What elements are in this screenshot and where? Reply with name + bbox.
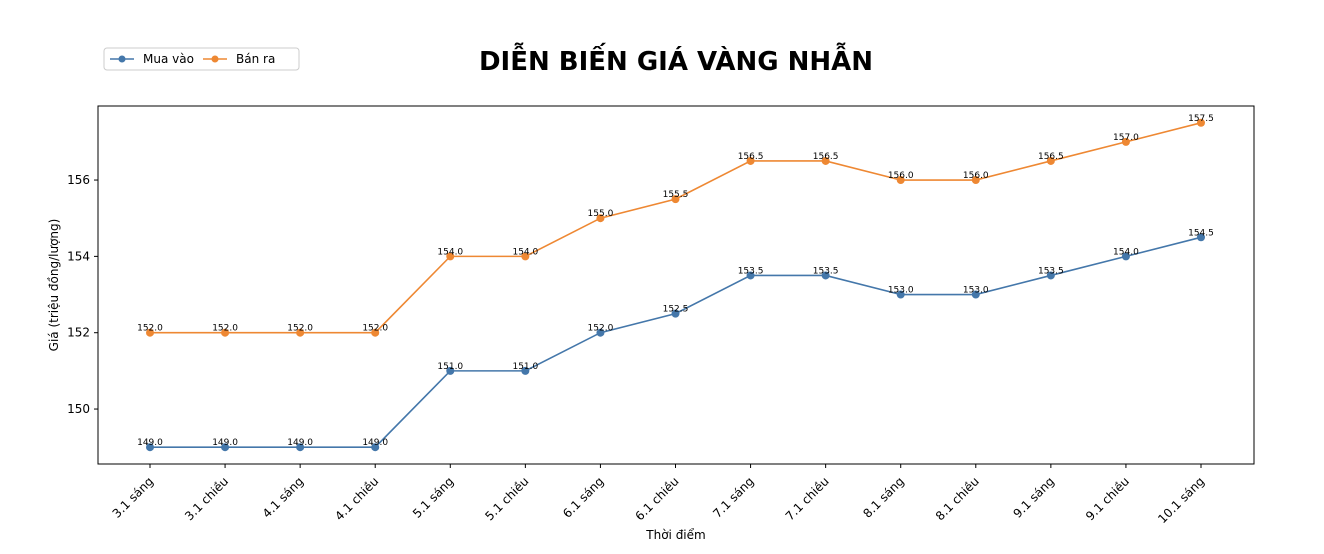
data-point <box>746 271 755 280</box>
data-label: 152.0 <box>137 324 163 334</box>
data-point <box>821 271 830 280</box>
data-point <box>371 443 380 452</box>
data-point <box>671 195 680 204</box>
data-label: 156.5 <box>1038 152 1064 162</box>
data-point <box>521 252 530 261</box>
x-tick-label: 10.1 sáng <box>1155 474 1207 526</box>
x-axis-label: Thời điểm <box>645 528 705 542</box>
data-label: 157.0 <box>1113 133 1139 143</box>
data-point <box>1046 156 1055 165</box>
data-point <box>221 443 230 452</box>
data-label: 156.0 <box>963 171 989 181</box>
data-label: 154.5 <box>1188 228 1214 238</box>
x-tick-label: 8.1 chiều <box>933 474 982 523</box>
y-tick-label: 152 <box>67 326 90 340</box>
legend-marker <box>118 55 126 63</box>
y-tick-label: 156 <box>67 173 90 187</box>
data-label: 156.5 <box>813 152 839 162</box>
x-tick-label: 7.1 chiều <box>783 474 832 523</box>
legend-marker <box>211 55 219 63</box>
x-tick-label: 6.1 chiều <box>633 474 682 523</box>
plot-area <box>97 105 1255 465</box>
y-tick-label: 150 <box>67 402 90 416</box>
x-tick-label: 4.1 chiều <box>332 474 381 523</box>
x-tick-label: 3.1 sáng <box>110 474 156 520</box>
x-tick-label: 9.1 chiều <box>1083 474 1132 523</box>
legend-label: Bán ra <box>236 52 275 66</box>
legend: Mua vào Bán ra <box>103 47 300 71</box>
x-tick-label: 8.1 sáng <box>860 474 906 520</box>
data-point <box>146 328 154 337</box>
data-label: 152.0 <box>287 324 313 334</box>
data-label: 152.0 <box>212 324 238 334</box>
data-point <box>896 176 905 185</box>
data-point <box>971 290 980 299</box>
data-point <box>596 328 605 337</box>
legend-label: Mua vào <box>143 52 194 66</box>
data-label: 156.5 <box>738 152 764 162</box>
x-tick-label: 9.1 sáng <box>1010 474 1056 520</box>
data-label: 154.0 <box>1113 247 1139 257</box>
data-point <box>296 443 305 452</box>
data-label: 149.0 <box>362 438 388 448</box>
data-label: 155.0 <box>588 209 614 219</box>
data-point <box>221 328 230 337</box>
data-label: 149.0 <box>137 438 163 448</box>
data-label: 153.0 <box>963 286 989 296</box>
data-point <box>1046 271 1055 280</box>
data-point <box>671 309 680 318</box>
series-group: 149.0 149.0 149.0 149.0 151.0 151.0 152.0 152.5… <box>137 114 1214 452</box>
data-point <box>821 156 830 165</box>
data-label: 151.0 <box>512 362 538 372</box>
chart-title: DIỄN BIẾN GIÁ VÀNG NHẪN <box>479 41 873 77</box>
legend-box <box>103 47 300 71</box>
data-point <box>1197 118 1205 127</box>
series-buy: 149.0 149.0 149.0 149.0 151.0 151.0 152.0 152.5… <box>137 228 1214 452</box>
x-tick-label: 7.1 sáng <box>710 474 756 520</box>
data-label: 149.0 <box>212 438 238 448</box>
data-point <box>521 366 530 375</box>
data-point <box>896 290 905 299</box>
data-label: 151.0 <box>437 362 463 372</box>
data-point <box>746 156 755 165</box>
data-label: 155.5 <box>663 190 689 200</box>
data-point <box>1197 233 1205 242</box>
series-sell: 152.0 152.0 152.0 152.0 154.0 154.0 155.0 155.5… <box>137 114 1214 337</box>
x-axis: 3.1 sáng 3.1 chiều 4.1 sáng 4.1 chiều 5.1 sá… <box>110 464 1207 526</box>
data-label: 154.0 <box>512 247 538 257</box>
x-tick-label: 6.1 sáng <box>560 474 606 520</box>
data-label: 156.0 <box>888 171 914 181</box>
y-tick-label: 154 <box>67 249 90 263</box>
data-point <box>446 252 455 261</box>
data-point <box>1121 137 1130 146</box>
data-label: 153.5 <box>1038 266 1064 276</box>
data-point <box>446 366 455 375</box>
data-label: 153.5 <box>738 266 764 276</box>
x-tick-label: 3.1 chiều <box>182 474 231 523</box>
data-point <box>296 328 305 337</box>
data-label: 152.0 <box>362 324 388 334</box>
data-label: 157.5 <box>1188 114 1214 124</box>
data-label: 149.0 <box>287 438 313 448</box>
data-label: 154.0 <box>437 247 463 257</box>
y-axis: 150 152 154 156 <box>67 173 98 416</box>
data-point <box>596 214 605 223</box>
data-point <box>1121 252 1130 261</box>
data-label: 152.0 <box>588 324 614 334</box>
x-tick-label: 5.1 chiều <box>482 474 531 523</box>
data-label: 153.0 <box>888 286 914 296</box>
data-point <box>146 443 154 452</box>
data-point <box>971 176 980 185</box>
x-tick-label: 4.1 sáng <box>260 474 306 520</box>
x-tick-label: 5.1 sáng <box>410 474 456 520</box>
data-label: 152.5 <box>663 305 689 315</box>
data-label: 153.5 <box>813 266 839 276</box>
y-axis-label: Giá (triệu đồng/lượng) <box>47 219 61 352</box>
data-point <box>371 328 380 337</box>
